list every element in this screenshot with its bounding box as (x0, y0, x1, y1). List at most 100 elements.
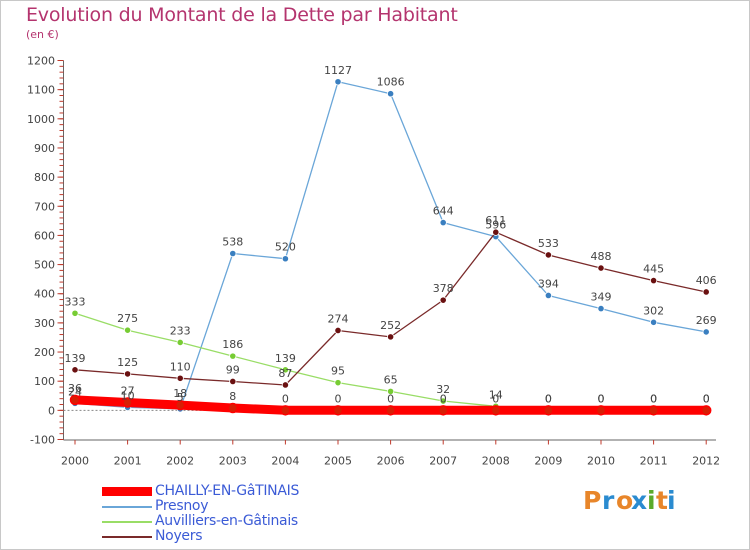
x-tick-label: 2007 (429, 455, 457, 468)
data-label-0: 0 (492, 392, 499, 405)
logo-letter: i (647, 486, 656, 515)
series-point-3 (492, 228, 500, 236)
data-label-1: 349 (591, 291, 612, 304)
series-point-0 (648, 405, 659, 416)
data-label-2: 139 (275, 352, 296, 365)
y-tick-label: 900 (34, 142, 55, 155)
data-label-1: 10 (121, 389, 135, 402)
x-tick-label: 2001 (114, 455, 142, 468)
series-point-3 (281, 381, 289, 389)
series-point-2 (124, 326, 132, 334)
series-point-0 (69, 394, 81, 406)
series-point-3 (649, 277, 658, 285)
chart-unit-label: (en €) (26, 28, 59, 41)
data-label-3: 139 (65, 352, 86, 365)
data-label-1: 596 (485, 219, 506, 232)
data-label-3: 378 (433, 282, 454, 295)
series-point-1 (334, 78, 342, 86)
series-point-3 (124, 370, 132, 378)
data-label-2: 0 (598, 392, 605, 405)
series-point-0 (595, 405, 607, 416)
data-label-0: 0 (387, 392, 394, 405)
y-tick-label: 600 (34, 229, 55, 242)
x-tick-label: 2002 (166, 455, 194, 468)
data-label-1: 538 (222, 235, 243, 248)
data-label-2: 32 (436, 383, 450, 396)
y-tick-label: 100 (34, 375, 55, 388)
data-label-0: 8 (229, 390, 236, 403)
logo-letter: o (616, 486, 634, 515)
data-label-0: 0 (335, 392, 342, 405)
data-label-2: 14 (489, 388, 503, 401)
y-tick-label: 800 (34, 171, 55, 184)
x-tick-label: 2005 (324, 455, 352, 468)
legend-item-chailly: CHAILLY-EN-GâTINAIS (102, 483, 362, 499)
x-tick-label: 2011 (640, 455, 668, 468)
legend: CHAILLY-EN-GâTINAIS Presnoy Auvilliers-e… (102, 483, 362, 544)
series-point-3 (597, 264, 605, 272)
y-tick-label: 200 (34, 346, 55, 359)
data-label-0: 0 (440, 392, 447, 405)
data-label-3: 611 (485, 214, 506, 227)
series-point-0 (332, 405, 344, 416)
data-label-1: 644 (433, 205, 454, 218)
data-label-2: 0 (650, 392, 657, 405)
x-tick-label: 2003 (219, 455, 247, 468)
data-label-1: 520 (275, 241, 296, 254)
logo-letter: r (602, 486, 615, 515)
logo-letter: P (583, 486, 602, 515)
chart-title: Evolution du Montant de la Dette par Hab… (26, 4, 458, 26)
data-label-0: 0 (545, 392, 552, 405)
series-point-0 (385, 405, 396, 416)
series-point-0 (227, 402, 239, 414)
series-point-1 (649, 318, 658, 326)
data-label-2: 275 (117, 312, 138, 325)
legend-label-chailly: CHAILLY-EN-GâTINAIS (155, 483, 300, 499)
data-label-0: 18 (173, 387, 187, 400)
data-label-1: 5 (177, 391, 184, 404)
data-label-3: 533 (538, 237, 559, 250)
y-tick-label: 1100 (27, 84, 55, 97)
logo-letter: i (667, 486, 676, 515)
x-tick-label: 2000 (61, 455, 89, 468)
data-label-1: 394 (538, 277, 559, 290)
series-point-2 (281, 366, 289, 374)
series-point-0 (543, 405, 554, 416)
series-point-1 (229, 249, 237, 258)
y-tick-label: 1200 (27, 55, 55, 68)
data-label-0: 0 (282, 392, 289, 405)
series-point-3 (176, 374, 184, 382)
data-labels: 36 27 18 8 0 0 0 0 0 0 0 0 0 24 10 5 538 520 1127 1086 644 59… (65, 64, 717, 406)
legend-label-auvilliers: Auvilliers-en-Gâtinais (155, 513, 298, 529)
series-point-0 (700, 405, 712, 416)
legend-swatch-chailly (102, 487, 152, 496)
series-point-1 (702, 328, 710, 336)
series-point-0 (174, 399, 186, 411)
data-label-3: 99 (226, 363, 240, 376)
series-point-1 (439, 218, 447, 227)
data-label-3: 252 (380, 319, 401, 332)
data-label-3: 87 (278, 367, 292, 380)
series-point-0 (280, 405, 291, 416)
series-point-1 (544, 291, 553, 300)
data-label-2: 0 (703, 392, 710, 405)
x-tick-label: 2009 (534, 455, 562, 468)
legend-swatch-noyers (102, 536, 152, 538)
y-tick-label: -100 (30, 434, 55, 447)
data-label-0: 0 (703, 392, 710, 405)
legend-item-presnoy: Presnoy (102, 498, 362, 514)
data-label-3: 125 (117, 356, 138, 369)
y-tick-label: 1000 (27, 113, 55, 126)
y-tick-label: 500 (34, 259, 55, 272)
data-label-2: 233 (170, 324, 191, 337)
data-label-2: 333 (65, 295, 86, 308)
data-label-2: 65 (384, 373, 398, 386)
series-point-3 (71, 366, 79, 374)
data-label-3: 110 (170, 360, 191, 373)
y-tick-label: 300 (34, 317, 55, 330)
logo-letter: x (631, 486, 648, 515)
series-point-1 (386, 90, 395, 98)
series-point-0 (122, 397, 133, 408)
